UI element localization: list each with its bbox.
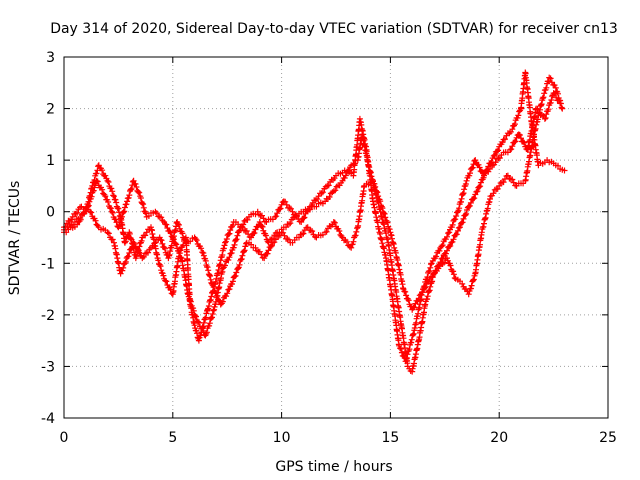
series-track-1: [61, 69, 568, 375]
x-tick-label: 5: [168, 430, 177, 446]
y-tick-label: 2: [46, 102, 55, 118]
y-tick-label: -2: [41, 308, 55, 324]
y-tick-label: -4: [41, 411, 55, 427]
y-tick-label: 3: [46, 50, 55, 66]
y-axis-label: SDTVAR / TECUs: [7, 181, 23, 296]
plot-frame: [63, 56, 609, 419]
series-markers: [61, 74, 566, 313]
x-tick-label: 0: [60, 430, 69, 446]
chart-title: Day 314 of 2020, Sidereal Day-to-day VTE…: [50, 21, 618, 37]
series-markers: [61, 69, 568, 375]
y-tick-label: 1: [46, 153, 55, 169]
series-track-2: [61, 74, 566, 313]
y-tick-label: -3: [41, 359, 55, 375]
y-tick-label: -1: [41, 256, 55, 272]
x-tick-label: 15: [381, 430, 399, 446]
x-axis-label: GPS time / hours: [275, 459, 392, 475]
y-tick-label: 0: [46, 205, 55, 221]
x-tick-label: 20: [490, 430, 508, 446]
data-points: [61, 69, 568, 375]
series-track-3: [61, 90, 564, 365]
grid-lines: [64, 57, 608, 418]
series-markers: [61, 90, 564, 365]
x-tick-label: 25: [599, 430, 617, 446]
x-tick-label: 10: [273, 430, 291, 446]
